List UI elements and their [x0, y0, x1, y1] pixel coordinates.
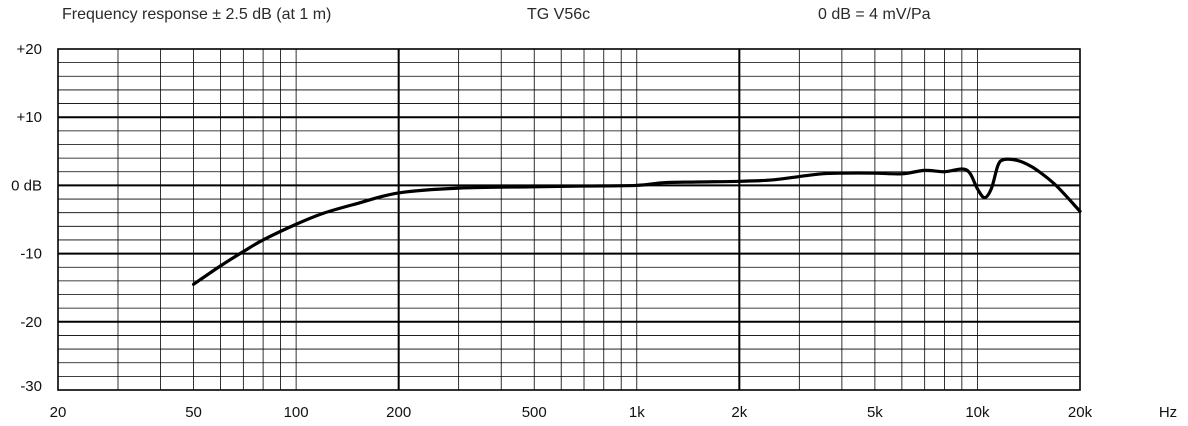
x-tick-label: 100 [284, 404, 309, 421]
header-response-spec: Frequency response ± 2.5 dB (at 1 m) [62, 6, 332, 23]
minor-gridlines [58, 49, 1080, 390]
x-tick-label: 200 [386, 404, 411, 421]
plot-frame [57, 48, 1081, 391]
header-reference-level: 0 dB = 4 mV/Pa [818, 6, 931, 23]
x-unit-label: Hz [1159, 404, 1177, 421]
x-tick-labels: 20 50 100 200 500 1k 2k 5k 10k 20k Hz [50, 404, 1178, 421]
response-curve [191, 157, 1082, 286]
x-tick-label: 10k [965, 404, 990, 421]
y-tick-label: -10 [20, 246, 42, 263]
y-tick-label: -20 [20, 314, 42, 331]
y-tick-label: 0 dB [11, 177, 42, 194]
y-tick-label: +10 [17, 109, 42, 126]
major-gridlines [58, 49, 1080, 390]
x-tick-label: 5k [867, 404, 883, 421]
x-tick-label: 20 [50, 404, 67, 421]
y-tick-labels: +20 +10 0 dB -10 -20 -30 [11, 41, 42, 395]
x-tick-label: 50 [185, 404, 202, 421]
header-model-name: TG V56c [527, 6, 591, 23]
x-tick-label: 2k [731, 404, 747, 421]
y-tick-label: -30 [20, 378, 42, 395]
series-group [191, 157, 1082, 286]
x-tick-label: 20k [1068, 404, 1093, 421]
y-tick-label: +20 [17, 41, 42, 58]
x-tick-label: 1k [629, 404, 645, 421]
x-tick-label: 500 [522, 404, 547, 421]
